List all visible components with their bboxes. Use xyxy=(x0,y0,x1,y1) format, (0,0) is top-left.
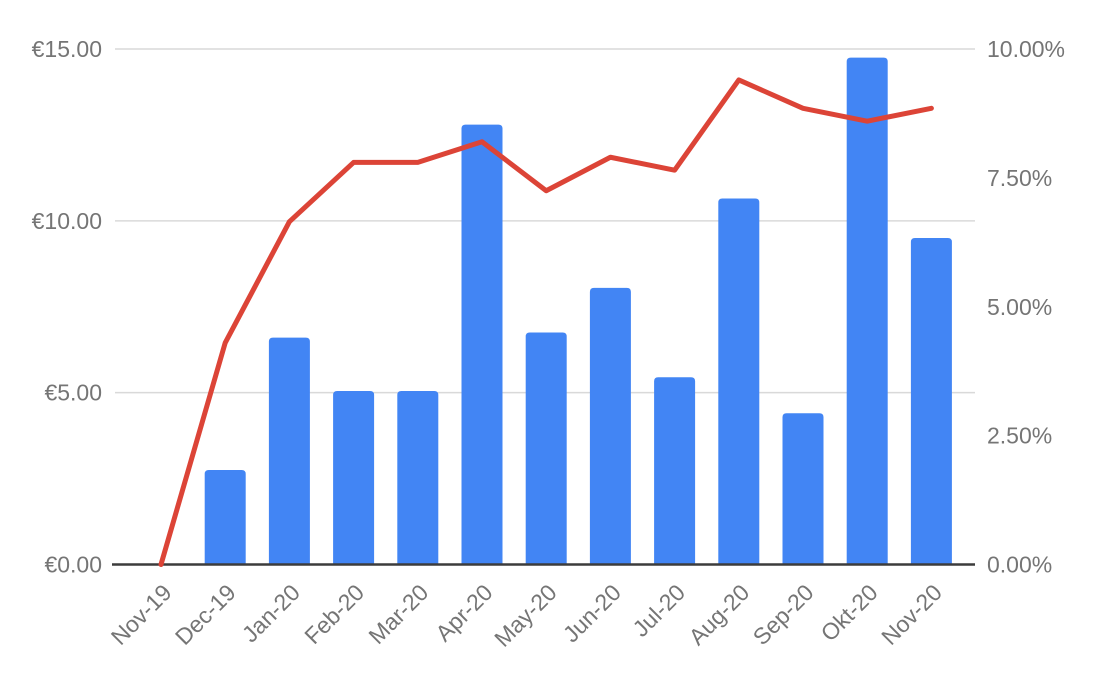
y-axis-tick-label-right: 10.00% xyxy=(987,36,1065,62)
bar xyxy=(268,337,310,565)
bar xyxy=(525,332,567,565)
y-axis-tick-label-right: 0.00% xyxy=(987,552,1052,578)
bar xyxy=(782,413,824,565)
x-axis-tick-label: Nov-20 xyxy=(876,579,947,650)
bar xyxy=(461,124,503,565)
x-axis-tick-label: Mar-20 xyxy=(363,579,433,649)
y-axis-tick-label-right: 5.00% xyxy=(987,294,1052,320)
bar xyxy=(846,57,888,565)
y-axis-tick-label-right: 7.50% xyxy=(987,165,1052,191)
x-axis-tick-label: Sep-20 xyxy=(748,579,819,650)
x-axis-tick-label: Apr-20 xyxy=(430,579,497,646)
x-axis-tick-label: Jul-20 xyxy=(627,579,690,642)
bar xyxy=(589,287,631,565)
bar xyxy=(654,377,696,565)
x-axis-labels: Nov-19Dec-19Jan-20Feb-20Mar-20Apr-20May-… xyxy=(106,579,947,652)
x-axis-tick-label: Nov-19 xyxy=(106,579,177,650)
left-axis-labels: €0.00 €5.00 €10.00 €15.00 xyxy=(32,36,102,578)
x-axis-tick-label: May-20 xyxy=(489,579,562,652)
bar xyxy=(333,390,375,565)
line-series xyxy=(158,77,934,567)
y-axis-tick-label-left: €10.00 xyxy=(32,208,102,234)
bar-series xyxy=(204,57,952,565)
bar xyxy=(397,390,439,565)
bar xyxy=(718,198,760,565)
y-axis-tick-label-right: 2.50% xyxy=(987,423,1052,449)
x-axis-tick-label: Jun-20 xyxy=(558,579,626,647)
y-axis-tick-label-left: €15.00 xyxy=(32,36,102,62)
right-axis-labels: 0.00% 2.50% 5.00% 7.50% 10.00% xyxy=(987,36,1065,578)
y-axis-tick-label-left: €0.00 xyxy=(44,552,102,578)
x-axis-tick-label: Feb-20 xyxy=(299,579,369,649)
bar xyxy=(910,238,952,565)
x-axis-tick-label: Okt-20 xyxy=(816,579,883,646)
x-axis-tick-label: Dec-19 xyxy=(170,579,241,650)
x-axis-tick-label: Jan-20 xyxy=(237,579,305,647)
x-axis-tick-label: Aug-20 xyxy=(684,579,755,650)
bar xyxy=(204,469,246,565)
y-axis-tick-label-left: €5.00 xyxy=(44,380,102,406)
